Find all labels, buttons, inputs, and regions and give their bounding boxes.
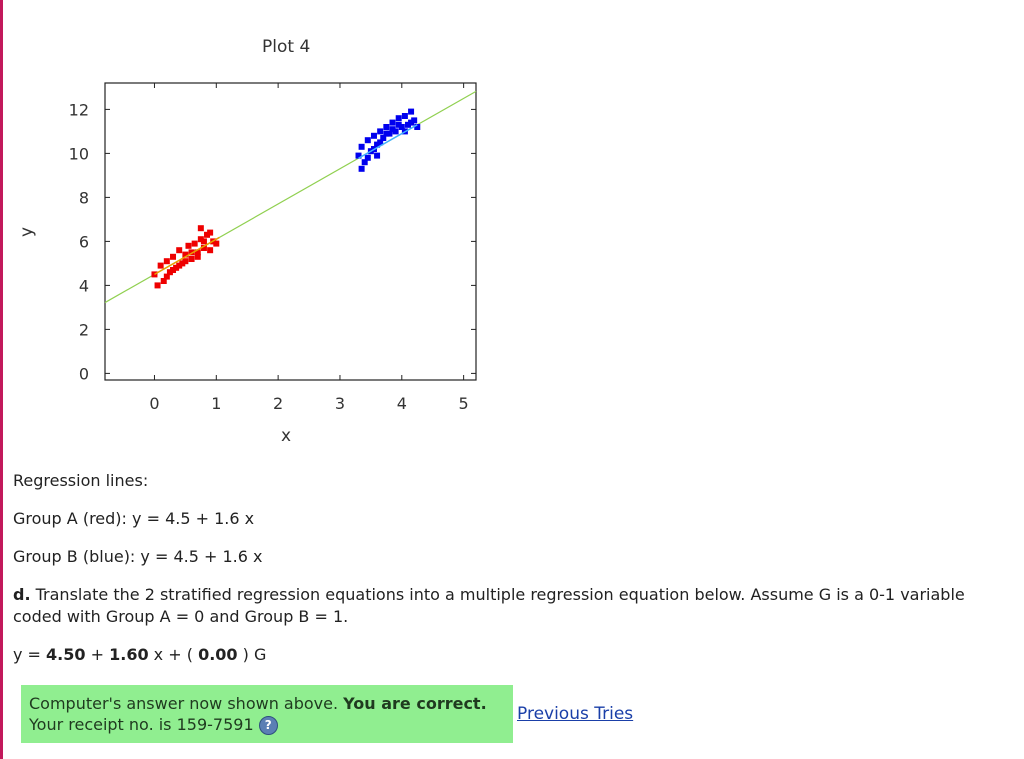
blue-point <box>377 139 384 146</box>
feedback-text: Computer's answer now shown above. <box>29 694 344 713</box>
red-point <box>200 245 207 251</box>
page-left-edge <box>0 0 3 759</box>
y-tick-label: 8 <box>79 188 89 207</box>
red-point <box>185 242 192 249</box>
red-point <box>197 225 204 232</box>
y-tick-label: 2 <box>79 320 89 339</box>
red-point <box>176 247 183 254</box>
y-tick-label: 0 <box>79 364 89 383</box>
blue-point <box>374 141 381 148</box>
red-point <box>188 249 195 256</box>
correct-status: You are correct. <box>343 694 487 713</box>
x-tick-label: 4 <box>397 394 407 413</box>
intercept-answer: 4.50 <box>46 645 86 664</box>
question-d: d. Translate the 2 stratified regression… <box>13 584 1013 628</box>
blue-point <box>411 117 418 124</box>
red-point <box>170 253 177 260</box>
red-point <box>213 240 220 247</box>
blue-point <box>395 121 402 128</box>
blue-point <box>389 119 396 126</box>
multiple-regression-equation: y = 4.50 + 1.60 x + ( 0.00 ) G <box>13 644 266 666</box>
red-point <box>182 251 189 258</box>
blue-point <box>358 165 365 172</box>
red-point <box>194 249 201 256</box>
group-b-equation: Group B (blue): y = 4.5 + 1.6 x <box>13 547 263 566</box>
group-b-fit-line <box>358 124 418 159</box>
blue-point <box>392 128 399 135</box>
red-point <box>204 231 211 238</box>
x-tick-label: 2 <box>273 394 283 413</box>
feedback-line-1: Computer's answer now shown above. You a… <box>29 693 505 714</box>
eq-suffix: ) G <box>237 645 267 664</box>
group-a-fit-line <box>154 236 220 276</box>
receipt-text: Your receipt no. is 159-7591 <box>29 715 259 734</box>
eq-mid: x + ( <box>148 645 199 664</box>
feedback-line-2: Your receipt no. is 159-7591 ? <box>29 714 505 735</box>
red-point <box>207 247 214 254</box>
red-point <box>191 240 198 247</box>
red-point <box>207 229 214 236</box>
red-point <box>182 258 189 265</box>
blue-point <box>383 130 390 137</box>
previous-tries-link[interactable]: Previous Tries <box>517 704 634 724</box>
red-point <box>179 260 186 267</box>
blue-point <box>389 126 396 133</box>
g-coefficient-answer: 0.00 <box>198 645 238 664</box>
blue-point <box>383 124 390 130</box>
red-point <box>170 267 177 273</box>
red-point <box>163 258 170 265</box>
blue-point <box>404 121 411 128</box>
y-tick-label: 12 <box>69 100 89 119</box>
blue-point <box>364 137 371 144</box>
y-tick-label: 6 <box>79 232 89 251</box>
question-label: d. <box>13 585 31 604</box>
blue-point <box>358 143 365 150</box>
x-tick-label: 0 <box>149 394 159 413</box>
blue-point <box>398 124 405 130</box>
y-tick-label: 4 <box>79 276 89 295</box>
slope-answer: 1.60 <box>109 645 149 664</box>
red-point <box>154 282 161 289</box>
y-tick-label: 10 <box>69 144 89 163</box>
blue-point <box>374 152 381 159</box>
red-point <box>200 238 207 245</box>
blue-point <box>361 159 368 166</box>
x-tick-label: 1 <box>211 394 221 413</box>
blue-point <box>401 113 408 119</box>
x-axis-label: x <box>281 426 292 446</box>
regression-heading: Regression lines: <box>13 471 149 490</box>
red-point <box>176 262 183 269</box>
red-point <box>160 278 167 284</box>
red-point <box>166 269 173 276</box>
x-tick-label: 5 <box>459 394 469 413</box>
help-icon[interactable]: ? <box>258 716 278 735</box>
red-point <box>194 253 201 260</box>
plot-frame <box>104 82 477 381</box>
blue-point <box>414 124 421 130</box>
x-tick-label: 3 <box>335 394 345 413</box>
red-point <box>197 236 204 243</box>
blue-point <box>408 108 415 115</box>
blue-point <box>370 132 377 139</box>
answer-feedback-box: Computer's answer now shown above. You a… <box>21 685 513 743</box>
blue-point <box>380 135 387 141</box>
chart-title: Plot 4 <box>262 37 311 57</box>
red-point <box>157 262 164 269</box>
red-point <box>188 256 195 262</box>
red-point <box>173 264 180 271</box>
group-a-equation: Group A (red): y = 4.5 + 1.6 x <box>13 509 255 528</box>
blue-point <box>355 152 362 159</box>
eq-plus: + <box>85 645 110 664</box>
question-text: Translate the 2 stratified regression eq… <box>13 585 965 626</box>
blue-point <box>408 119 415 126</box>
blue-point <box>377 128 384 135</box>
eq-prefix: y = <box>13 645 47 664</box>
blue-point <box>364 154 371 161</box>
red-point <box>163 273 170 280</box>
blue-point <box>386 130 393 137</box>
blue-point <box>395 115 402 122</box>
